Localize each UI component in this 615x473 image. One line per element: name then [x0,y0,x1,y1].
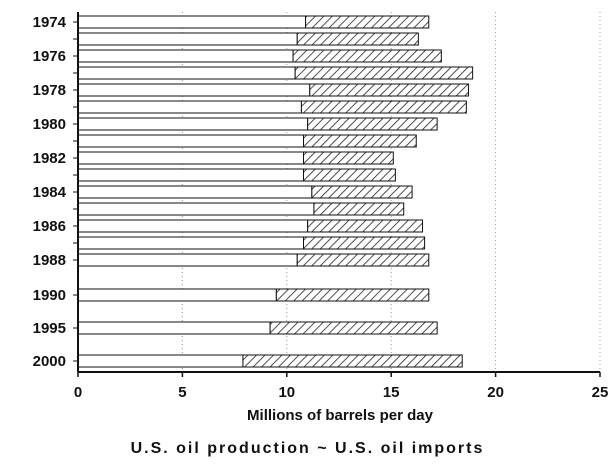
y-label-1988: 1988 [33,252,66,269]
x-label-10: 10 [278,384,295,401]
bar-imports-1986 [307,219,424,233]
bar-imports-1987 [303,236,426,250]
x-label-15: 15 [383,384,400,401]
y-label-1990: 1990 [33,287,66,304]
bar-imports-1983 [303,168,396,182]
y-label-1976: 1976 [33,48,66,65]
bar-production-1984 [77,185,313,199]
bar-production-1985 [77,202,315,216]
y-label-1984: 1984 [33,184,67,201]
bar-production-1981 [77,134,305,148]
bar-production-1977 [77,66,296,80]
y-label-1995: 1995 [33,320,66,337]
x-label-5: 5 [178,384,186,401]
bar-production-1988 [77,253,298,267]
bar-imports-1982 [303,151,394,165]
y-tick-labels: 1974 1976 1978 1980 1982 1984 1986 1988 1990 1995… [33,14,67,370]
y-label-2000: 2000 [33,353,66,370]
y-label-1980: 1980 [33,116,66,133]
chart-caption: U.S. oil production ~ U.S. oil imports [130,440,485,457]
bar-imports-1985 [313,202,405,216]
bar-production-1995 [77,321,271,335]
bar-imports-1976 [292,49,442,63]
x-axis-title: Millions of barrels per day [247,407,434,424]
bar-imports-1988 [296,253,430,267]
x-label-0: 0 [74,384,82,401]
bar-production-2000 [77,354,244,368]
bar-imports-1979 [300,100,467,114]
bar-production-1975 [77,32,298,46]
axes [73,12,601,377]
bar-imports-1980 [307,117,438,131]
bar-production-1986 [77,219,309,233]
bar-imports-1974 [305,15,430,29]
x-label-20: 20 [487,384,504,401]
bar-imports-1977 [294,66,474,80]
bar-imports-2000 [242,354,463,368]
bar-imports-1978 [309,83,469,97]
bar-production-1979 [77,100,302,114]
bar-production-1987 [77,236,305,250]
y-label-1978: 1978 [33,82,66,99]
bars [77,15,474,368]
bar-imports-1984 [311,185,413,199]
y-label-1986: 1986 [33,218,66,235]
x-label-25: 25 [592,384,609,401]
bar-production-1982 [77,151,305,165]
x-tick-labels: 0 5 10 15 20 25 [74,384,609,401]
bar-production-1976 [77,49,294,63]
bar-imports-1975 [296,32,419,46]
bar-production-1990 [77,288,277,302]
bar-production-1978 [77,83,311,97]
bar-production-1974 [77,15,307,29]
y-label-1974: 1974 [33,14,67,31]
bar-production-1980 [77,117,309,131]
bar-imports-1981 [303,134,417,148]
bar-imports-1995 [269,321,438,335]
y-label-1982: 1982 [33,150,66,167]
bar-production-1983 [77,168,305,182]
bar-imports-1990 [275,288,430,302]
